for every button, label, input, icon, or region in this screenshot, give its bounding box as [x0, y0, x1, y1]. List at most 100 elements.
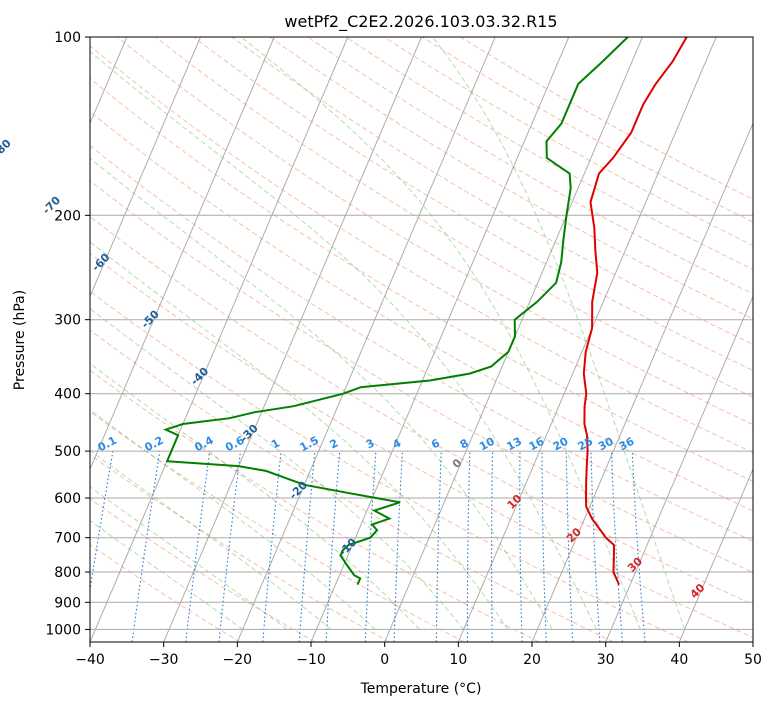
y-tick-label: 400: [54, 387, 81, 403]
x-tick-label: 0: [380, 652, 389, 668]
moist-adiabat: [90, 449, 332, 630]
y-tick-label: 600: [54, 491, 81, 507]
isotherm-line: [531, 122, 753, 642]
mixing-ratio-label: 10: [477, 435, 497, 454]
dry-adiabat: [117, 37, 753, 426]
x-tick-label: −30: [149, 652, 179, 668]
dry-adiabat: [193, 37, 753, 371]
isotherm-label: -60: [89, 251, 112, 274]
x-tick-label: −40: [75, 652, 105, 668]
x-tick-label: 20: [523, 652, 541, 668]
moist-adiabat: [90, 308, 465, 630]
dry-adiabat: [155, 37, 753, 398]
y-tick-label: 900: [54, 595, 81, 611]
mixing-ratio-line: [466, 451, 471, 642]
y-tick-label: 700: [54, 531, 81, 547]
x-tick-label: 40: [670, 652, 688, 668]
isotherm-line: [678, 467, 753, 642]
dry-adiabat: [90, 369, 540, 642]
mixing-ratio-line: [262, 451, 282, 642]
moist-adiabat: [90, 157, 553, 630]
dry-adiabat: [90, 329, 614, 642]
mixing-ratio-label: 4: [390, 436, 403, 451]
moist-adiabat: [432, 37, 686, 630]
dry-adiabat: [460, 37, 753, 200]
dry-adiabat: [90, 180, 753, 573]
isotherm-line: [90, 37, 201, 298]
isotherm-line: [605, 295, 753, 642]
isotherm-line: [236, 37, 496, 642]
x-tick-label: −10: [296, 652, 326, 668]
x-tick-label: 30: [597, 652, 615, 668]
dry-adiabat: [90, 411, 465, 642]
dry-adiabat: [90, 290, 689, 642]
x-tick-label: 10: [449, 652, 467, 668]
moist-adiabat: [90, 50, 597, 630]
isotherm-line: [457, 37, 717, 642]
y-axis-title: Pressure (hPa): [12, 290, 28, 390]
isotherm-line: [90, 37, 349, 642]
mixing-ratio-line: [90, 451, 114, 594]
mixing-ratio-line: [590, 451, 601, 642]
isotherm-label: 40: [688, 581, 708, 601]
mixing-ratio-line: [490, 451, 494, 642]
mixing-ratio-line: [131, 451, 161, 642]
y-tick-label: 100: [54, 30, 81, 46]
mixing-ratio-label: 20: [551, 435, 571, 454]
moist-adiabat: [90, 486, 288, 630]
x-axis-title: Temperature (°C): [360, 681, 482, 697]
dry-adiabat: [90, 145, 753, 542]
isotherm-line: [752, 640, 753, 642]
dry-adiabat: [90, 111, 753, 512]
dry-adiabat: [90, 45, 753, 454]
x-tick-label: 50: [744, 652, 762, 668]
dry-adiabat: [384, 37, 753, 247]
mixing-ratio-line: [565, 451, 574, 642]
y-tick-label: 300: [54, 313, 81, 329]
isotherm-label: -80: [0, 137, 14, 160]
dry-adiabat: [231, 37, 753, 345]
mixing-ratio-label: 30: [596, 435, 616, 454]
y-tick-label: 500: [54, 444, 81, 460]
mixing-ratio-line: [393, 451, 404, 642]
mixing-ratio-line: [519, 451, 523, 642]
dry-adiabat: [90, 544, 241, 642]
mixing-ratio-label: 2: [328, 436, 341, 451]
y-tick-label: 800: [54, 565, 81, 581]
chart-title: wetPf2_C2E2.2026.103.03.32.R15: [284, 12, 557, 32]
plot-frame: [89, 36, 754, 643]
moist-adiabat: [90, 409, 376, 630]
isotherm-label: -40: [188, 364, 211, 387]
dry-adiabat: [90, 498, 315, 642]
isotherm-line: [90, 37, 275, 471]
isotherm-label: 20: [564, 525, 584, 545]
mixing-ratio-line: [185, 451, 211, 642]
dry-adiabat: [345, 37, 753, 270]
moist-adiabat: [90, 362, 420, 630]
mixing-ratio-label: 13: [504, 435, 524, 454]
temperature-profile: [582, 37, 688, 586]
mixing-ratio-label: 36: [617, 435, 637, 454]
mixing-ratio-label: 16: [527, 435, 547, 454]
mixing-ratio-label: 25: [576, 435, 596, 454]
isotherm-line: [310, 37, 570, 642]
y-tick-label: 1000: [45, 622, 81, 638]
dry-adiabat: [307, 37, 753, 295]
x-tick-label: −20: [223, 652, 253, 668]
mixing-ratio-line: [218, 451, 242, 642]
isotherm-line: [163, 37, 422, 642]
dry-adiabat: [90, 77, 753, 482]
isotherm-label: 10: [505, 492, 525, 512]
dewpoint-profile: [163, 37, 629, 585]
dry-adiabat: [90, 252, 753, 639]
mixing-ratio-label: 1: [269, 436, 282, 451]
mixing-ratio-line: [631, 451, 646, 642]
moist-adiabat: [90, 519, 243, 630]
dry-adiabat: [90, 215, 753, 606]
y-tick-label: 200: [54, 208, 81, 224]
dry-adiabat: [422, 37, 753, 223]
isotherm-label: -50: [139, 307, 162, 330]
moist-adiabat: [240, 37, 641, 630]
dry-adiabat: [90, 453, 390, 642]
